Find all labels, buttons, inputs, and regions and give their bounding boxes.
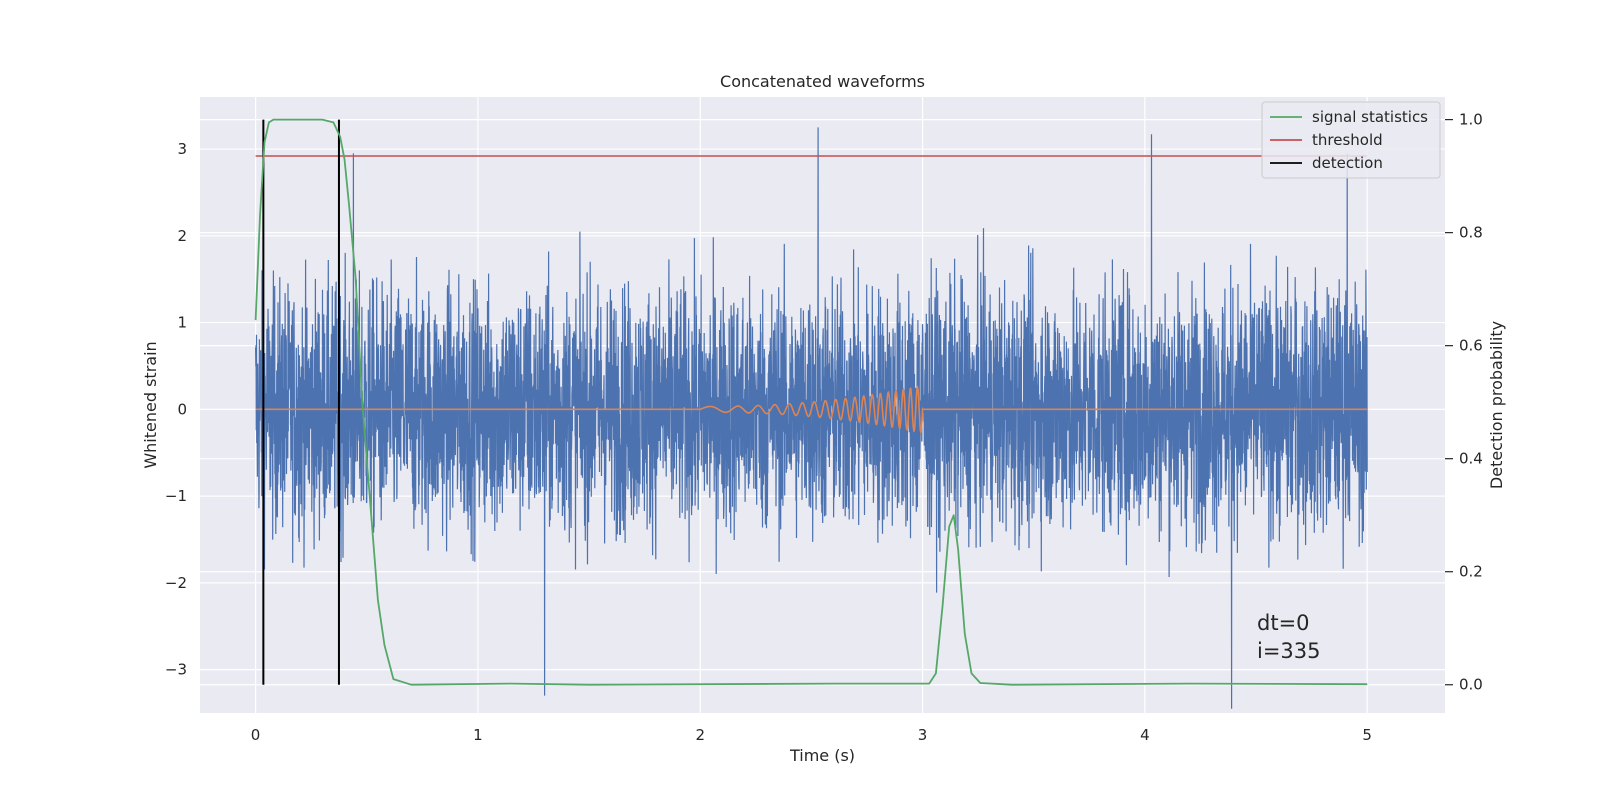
annotation-1: i=335 (1257, 639, 1321, 663)
y-left-tick-label-2: −1 (165, 487, 187, 505)
y-left-tick-label-5: 2 (177, 227, 187, 245)
legend-label-2: detection (1312, 154, 1383, 172)
legend-label-1: threshold (1312, 131, 1383, 149)
x-tick-label-2: 2 (695, 726, 705, 744)
y-axis-label-left: Whitened strain (141, 341, 160, 468)
y-right-tick-label-1: 0.2 (1459, 563, 1483, 581)
annotations: dt=0 i=335 (1257, 611, 1321, 663)
y-right-tick-label-4: 0.8 (1459, 224, 1483, 242)
y-right-tick-label-0: 0.0 (1459, 676, 1483, 694)
legend-box (1261, 101, 1441, 179)
y-left-tick-label-3: 0 (177, 400, 187, 418)
y-left-tick-label-0: −3 (165, 661, 187, 679)
x-tick-label-5: 5 (1362, 726, 1372, 744)
y-left-tick-label-1: −2 (165, 574, 187, 592)
signal-statistics-line (254, 118, 1368, 686)
y-left-tick-label-4: 1 (177, 314, 187, 332)
x-tick-label-4: 4 (1140, 726, 1150, 744)
chirp-series-line (255, 385, 1368, 435)
legend: signal statistics threshold detection (1261, 101, 1441, 179)
x-tick-label-3: 3 (918, 726, 928, 744)
x-tick-label-1: 1 (473, 726, 483, 744)
annotation-0: dt=0 (1257, 611, 1310, 635)
chart-title: Concatenated waveforms (720, 72, 925, 91)
y-axis-label-right: Detection probability (1487, 321, 1506, 489)
y-right-tick-label-2: 0.4 (1459, 450, 1483, 468)
legend-label-0: signal statistics (1312, 108, 1428, 126)
y-left-tick-label-6: 3 (177, 140, 187, 158)
y-right-tick-label-5: 1.0 (1459, 111, 1483, 129)
noise-series-line (255, 127, 1368, 709)
axes: 0 1 2 3 4 5 −3 −2 −1 0 1 2 3 0.0 0.2 0.4 0.6 0.8 1.0 (165, 111, 1483, 744)
plot-content (254, 118, 1368, 709)
x-axis-label: Time (s) (789, 746, 855, 765)
y-right-tick-label-3: 0.6 (1459, 337, 1483, 355)
x-tick-label-0: 0 (251, 726, 261, 744)
